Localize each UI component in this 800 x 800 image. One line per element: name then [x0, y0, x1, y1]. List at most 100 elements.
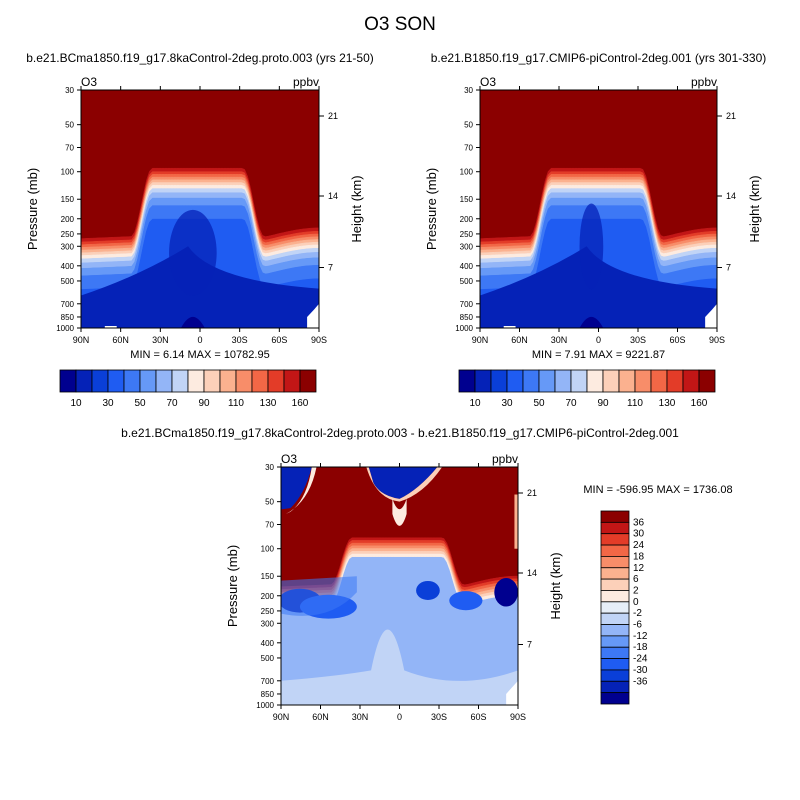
colorbar-swatch	[600, 692, 630, 705]
colorbar-swatch	[187, 369, 205, 393]
y-tick-label: 500	[61, 277, 75, 286]
contour-equatorial-column	[579, 203, 604, 290]
colorbar-swatch	[155, 369, 173, 393]
colorbar-swatch	[600, 578, 630, 591]
colorbar-label: -2	[633, 608, 642, 619]
y-axis-label: Pressure (mb)	[225, 545, 240, 627]
contour-negative-pool	[494, 578, 518, 607]
colorbar-swatch	[251, 369, 269, 393]
y-tick-label: 250	[460, 230, 474, 239]
y-tick-label: 50	[464, 121, 473, 130]
colorbar-label: 36	[633, 517, 645, 528]
units-label: ppbv	[691, 75, 717, 89]
contour-band-mid	[281, 576, 357, 616]
missing-data	[705, 303, 717, 328]
colorbar-label: 110	[228, 398, 244, 409]
y-tick-label: 400	[460, 262, 474, 271]
colorbar-swatch	[75, 369, 93, 393]
y-tick-label: 700	[460, 300, 474, 309]
x-tick-label: 90N	[273, 712, 290, 722]
x-tick-label: 90S	[311, 335, 327, 345]
colorbar-swatch	[203, 369, 221, 393]
x-tick-label: 0	[197, 335, 202, 345]
y-right-tick-label: 21	[527, 488, 537, 498]
contour-field	[480, 90, 717, 328]
contour-upper-edge	[285, 467, 317, 515]
colorbar-swatch	[267, 369, 285, 393]
colorbar-swatch	[123, 369, 141, 393]
y-right-tick-label: 14	[726, 191, 736, 201]
y-tick-label: 500	[261, 654, 275, 663]
x-tick-label: 60S	[470, 712, 486, 722]
y-right-axis-label: Height (km)	[349, 175, 364, 242]
variable-label: O3	[480, 75, 496, 89]
y-tick-label: 200	[61, 215, 75, 224]
colorbar-label: -18	[633, 642, 648, 653]
x-tick-label: 90N	[472, 335, 489, 345]
colorbar-swatch	[522, 369, 540, 393]
y-tick-label: 150	[261, 572, 275, 581]
colorbar-swatch	[634, 369, 652, 393]
colorbar-swatch	[600, 635, 630, 648]
colorbar-label: -24	[633, 654, 648, 665]
missing-data	[307, 303, 319, 328]
panel-title: b.e21.B1850.f19_g17.CMIP6-piControl-2deg…	[431, 51, 767, 65]
panel-1: b.e21.BCma1850.f19_g17.8kaControl-2deg.p…	[25, 51, 374, 409]
colorbar-label: 70	[166, 398, 178, 409]
colorbar-swatch	[91, 369, 109, 393]
contour-band	[281, 553, 518, 606]
colorbar-swatch	[698, 369, 716, 393]
x-tick-label: 30S	[232, 335, 248, 345]
y-tick-label: 700	[261, 677, 275, 686]
colorbar-label: 90	[198, 398, 210, 409]
y-tick-label: 70	[65, 144, 74, 153]
y-right-tick-label: 7	[527, 639, 532, 649]
colorbar-label: 90	[597, 398, 609, 409]
contour-band-min	[579, 316, 604, 328]
colorbar-label: 110	[627, 398, 643, 409]
y-right-tick-label: 21	[726, 111, 736, 121]
variable-label: O3	[81, 75, 97, 89]
contour-upper-edge	[366, 467, 443, 502]
stats-label: MIN = -596.95 MAX = 1736.08	[583, 484, 732, 496]
colorbar-swatch	[283, 369, 301, 393]
x-tick-label: 0	[596, 335, 601, 345]
colorbar-swatch	[219, 369, 237, 393]
colorbar-swatch	[600, 612, 630, 625]
y-tick-label: 200	[261, 592, 275, 601]
y-tick-label: 150	[61, 195, 75, 204]
missing-data	[104, 326, 117, 328]
contour-band-min	[180, 316, 205, 328]
colorbar-label: 18	[633, 551, 645, 562]
colorbar-label: 160	[292, 398, 309, 409]
variable-label: O3	[281, 452, 297, 466]
colorbar-swatch	[59, 369, 77, 393]
colorbar-label: 70	[565, 398, 577, 409]
x-tick-label: 60N	[511, 335, 528, 345]
x-tick-label: 30N	[551, 335, 568, 345]
x-tick-label: 30S	[630, 335, 646, 345]
y-tick-label: 700	[61, 300, 75, 309]
colorbar-swatch	[600, 601, 630, 614]
colorbar-label: 30	[501, 398, 513, 409]
colorbar-swatch	[600, 544, 630, 557]
colorbar-swatch	[618, 369, 636, 393]
y-right-tick-label: 14	[527, 568, 537, 578]
colorbar-swatch	[554, 369, 572, 393]
missing-data	[506, 680, 518, 705]
y-tick-label: 850	[61, 313, 75, 322]
x-tick-label: 60N	[112, 335, 129, 345]
y-tick-label: 100	[460, 168, 474, 177]
colorbar-label: 0	[633, 597, 639, 608]
colorbar-swatch	[139, 369, 157, 393]
colorbar-label: -30	[633, 665, 648, 676]
x-tick-label: 60S	[271, 335, 287, 345]
x-tick-label: 0	[397, 712, 402, 722]
x-tick-label: 90S	[510, 712, 526, 722]
colorbar-swatch	[600, 680, 630, 694]
x-tick-label: 60N	[312, 712, 329, 722]
colorbar-swatch	[600, 521, 630, 535]
y-tick-label: 50	[265, 498, 274, 507]
y-tick-label: 30	[464, 86, 473, 95]
colorbar-swatch	[602, 369, 620, 393]
